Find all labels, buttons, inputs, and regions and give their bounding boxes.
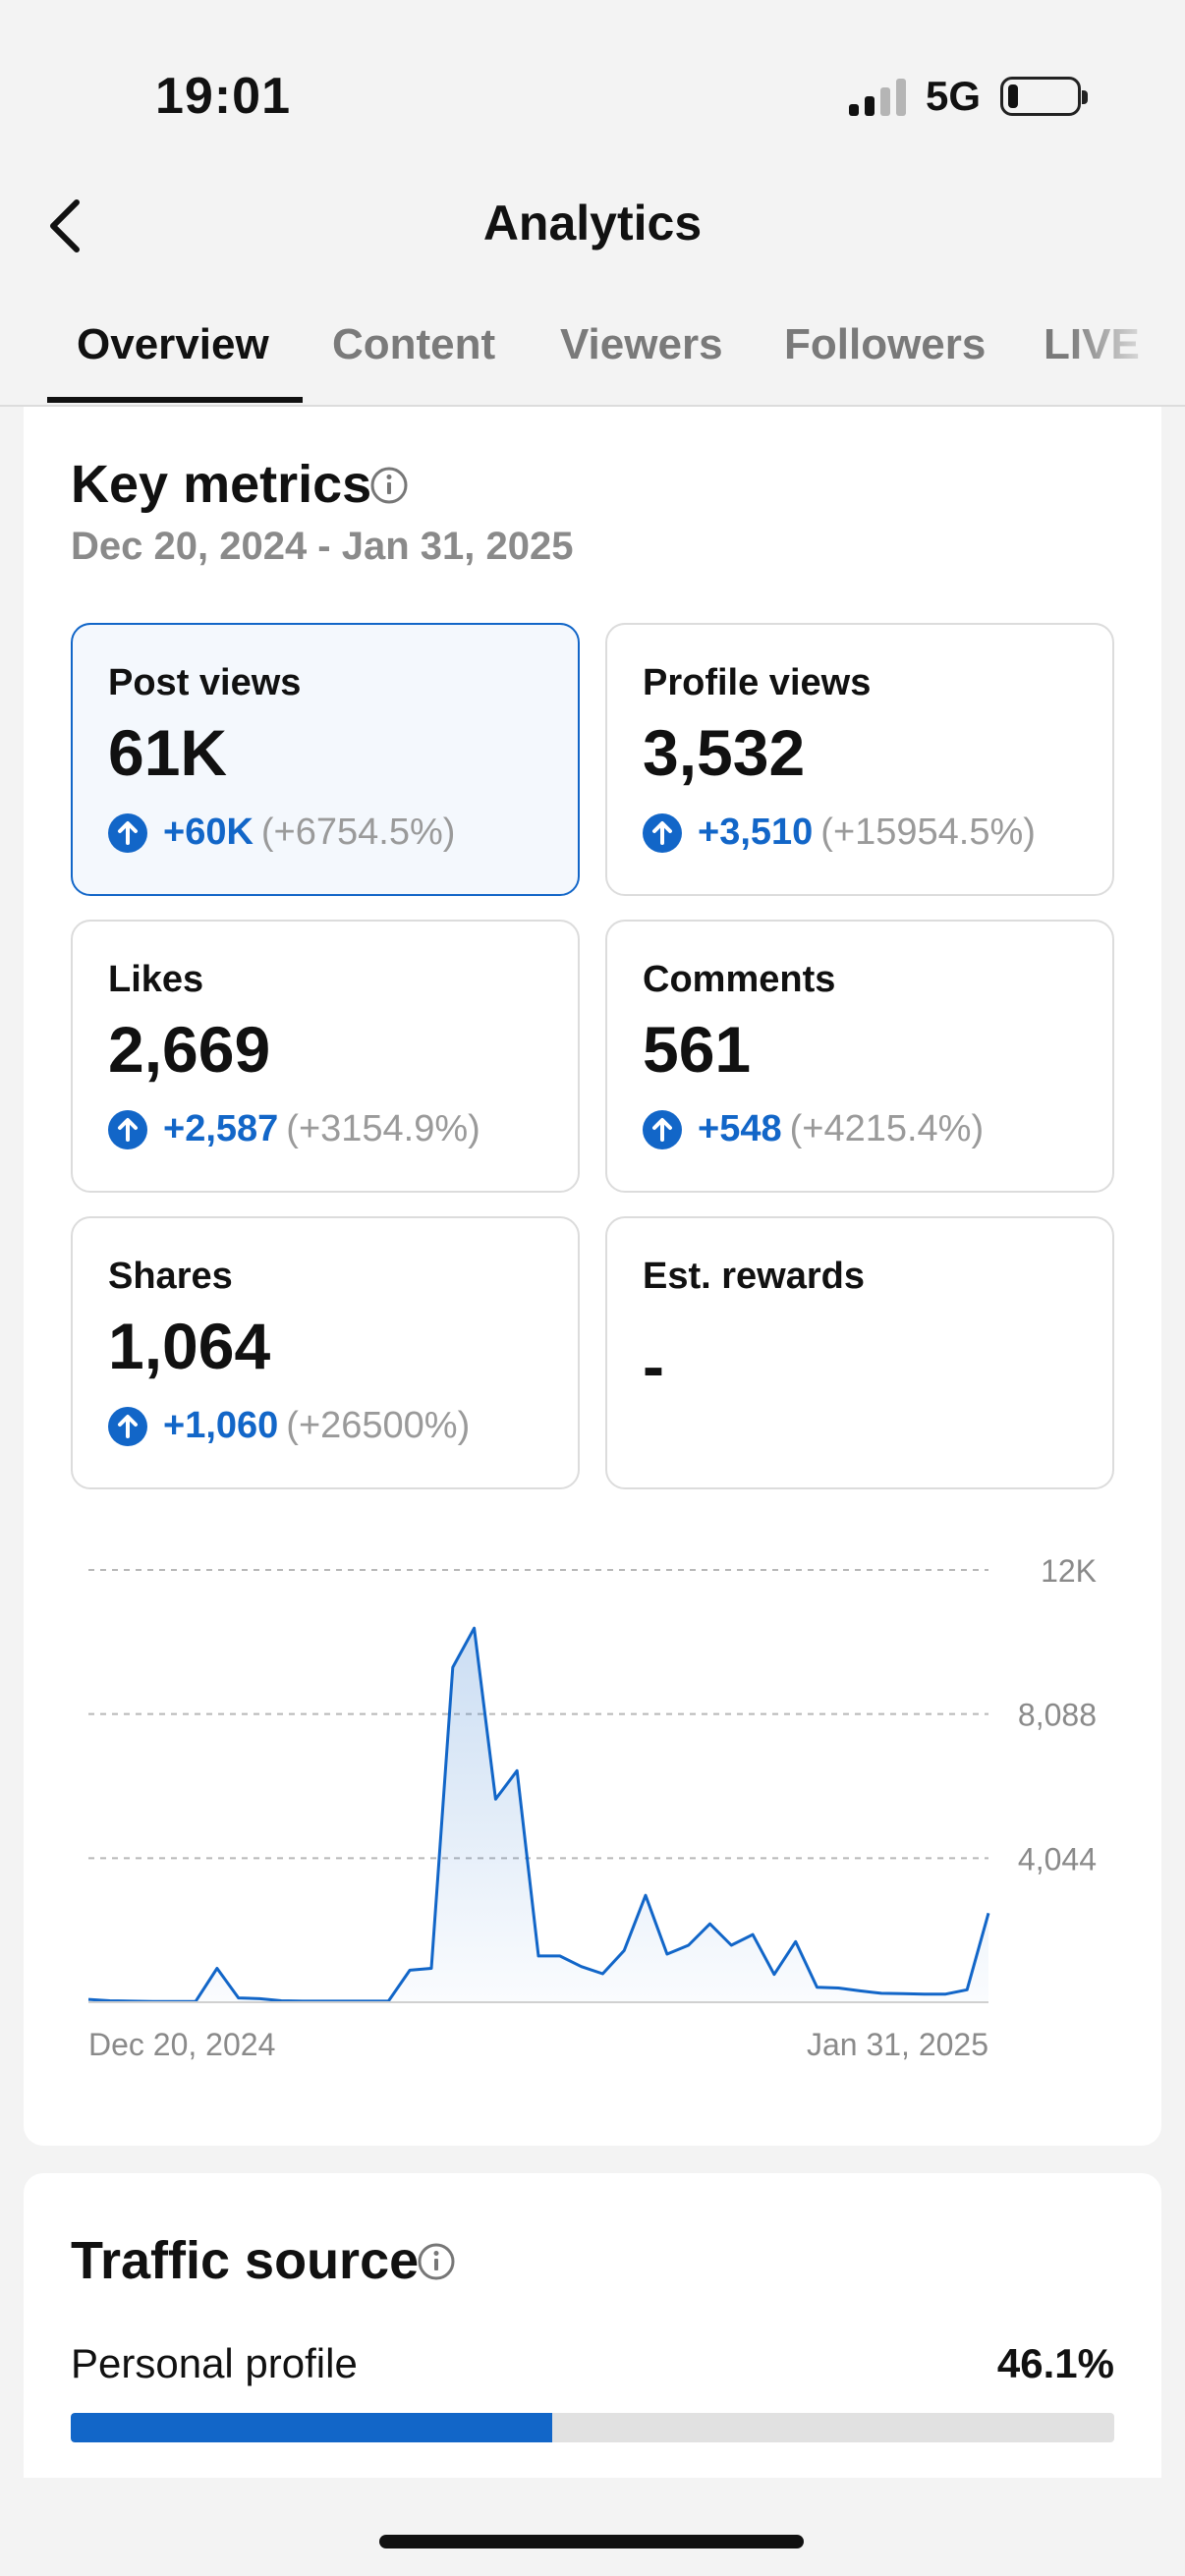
change-absolute: +1,060 [163, 1405, 279, 1446]
metric-profile-views[interactable]: Profile views 3,532 +3,510 (+15954.5%) [605, 623, 1114, 896]
arrow-up-icon [643, 812, 682, 853]
chart-y-tick-label: 8,088 [1018, 1698, 1097, 1733]
change-absolute: +548 [698, 1108, 782, 1149]
tab-viewers[interactable]: Viewers [560, 320, 723, 368]
metric-value: 561 [643, 1013, 752, 1086]
metric-value: 2,669 [108, 1013, 271, 1086]
arrow-up-icon [108, 1406, 147, 1446]
post-views-chart: 12K 8,088 4,044 Dec 20, 2024 Jan 31, 2025 [87, 1553, 1097, 2062]
metric-label: Post views [108, 662, 302, 703]
active-tab-indicator [47, 397, 303, 403]
change-absolute: +60K [163, 812, 254, 853]
change-percent: (+15954.5%) [820, 812, 1036, 853]
tab-bar: Overview Content Viewers Followers LIVE [0, 295, 1185, 407]
chart-x-start-label: Dec 20, 2024 [88, 2027, 275, 2062]
chevron-left-icon [50, 199, 80, 252]
chart-y-tick-label: 4,044 [1018, 1841, 1097, 1876]
traffic-row-value: 46.1% [996, 2340, 1114, 2386]
metric-value: 1,064 [108, 1310, 271, 1382]
change-absolute: +2,587 [163, 1108, 279, 1149]
metric-post-views[interactable]: Post views 61K +60K (+6754.5%) [71, 623, 580, 896]
status-bar: 19:01 5G [0, 0, 1185, 177]
metric-comments[interactable]: Comments 561 +548 (+4215.4%) [605, 920, 1114, 1193]
tab-followers[interactable]: Followers [784, 320, 987, 368]
metric-label: Shares [108, 1256, 233, 1297]
key-metrics-card: Key metrics Dec 20, 2024 - Jan 31, 2025 … [24, 407, 1161, 2146]
traffic-progress-bar [71, 2413, 1114, 2442]
battery-icon [1000, 77, 1088, 116]
chart-series-line [87, 1626, 990, 2003]
change-percent: (+6754.5%) [260, 812, 456, 853]
chart-y-tick-label: 12K [1041, 1553, 1097, 1589]
traffic-progress-fill [71, 2413, 552, 2442]
metric-change: +548 (+4215.4%) [643, 1108, 984, 1150]
status-time: 19:01 [155, 68, 291, 125]
arrow-up-icon [643, 1109, 682, 1149]
change-percent: (+26500%) [286, 1405, 471, 1446]
metric-value: - [643, 1329, 664, 1402]
metric-likes[interactable]: Likes 2,669 +2,587 (+3154.9%) [71, 920, 580, 1193]
metric-shares[interactable]: Shares 1,064 +1,060 (+26500%) [71, 1216, 580, 1489]
chart-x-end-label: Jan 31, 2025 [807, 2027, 988, 2062]
metric-change: +3,510 (+15954.5%) [643, 812, 1036, 854]
page-title: Analytics [482, 196, 703, 251]
change-percent: (+3154.9%) [286, 1108, 480, 1149]
tab-scroll-fade [1067, 295, 1185, 405]
change-percent: (+4215.4%) [789, 1108, 985, 1149]
metric-change: +1,060 (+26500%) [108, 1405, 470, 1447]
metric-value: 61K [108, 716, 228, 789]
metric-label: Likes [108, 959, 204, 1000]
metric-change: +2,587 (+3154.9%) [108, 1108, 480, 1150]
network-label: 5G [926, 73, 982, 119]
arrow-up-icon [108, 1109, 147, 1149]
metric-change: +60K (+6754.5%) [108, 812, 455, 854]
traffic-source-card: Traffic source Personal profile 46.1% [24, 2173, 1161, 2478]
arrow-up-icon [108, 812, 147, 853]
tab-content[interactable]: Content [332, 320, 496, 368]
signal-icon [849, 79, 906, 116]
change-absolute: +3,510 [698, 812, 814, 853]
metric-label: Est. rewards [643, 1256, 865, 1297]
home-indicator [379, 2535, 804, 2548]
date-range: Dec 20, 2024 - Jan 31, 2025 [71, 525, 574, 568]
metric-value: 3,532 [643, 716, 806, 789]
traffic-row-label: Personal profile [71, 2340, 358, 2386]
tab-overview[interactable]: Overview [77, 320, 269, 368]
info-icon[interactable] [369, 466, 409, 505]
info-icon[interactable] [417, 2242, 456, 2281]
metric-label: Profile views [643, 662, 872, 703]
traffic-source-title: Traffic source [71, 2231, 420, 2290]
metric-est-rewards[interactable]: Est. rewards - [605, 1216, 1114, 1489]
metric-label: Comments [643, 959, 836, 1000]
back-button[interactable] [39, 185, 98, 263]
key-metrics-title: Key metrics [71, 455, 372, 514]
